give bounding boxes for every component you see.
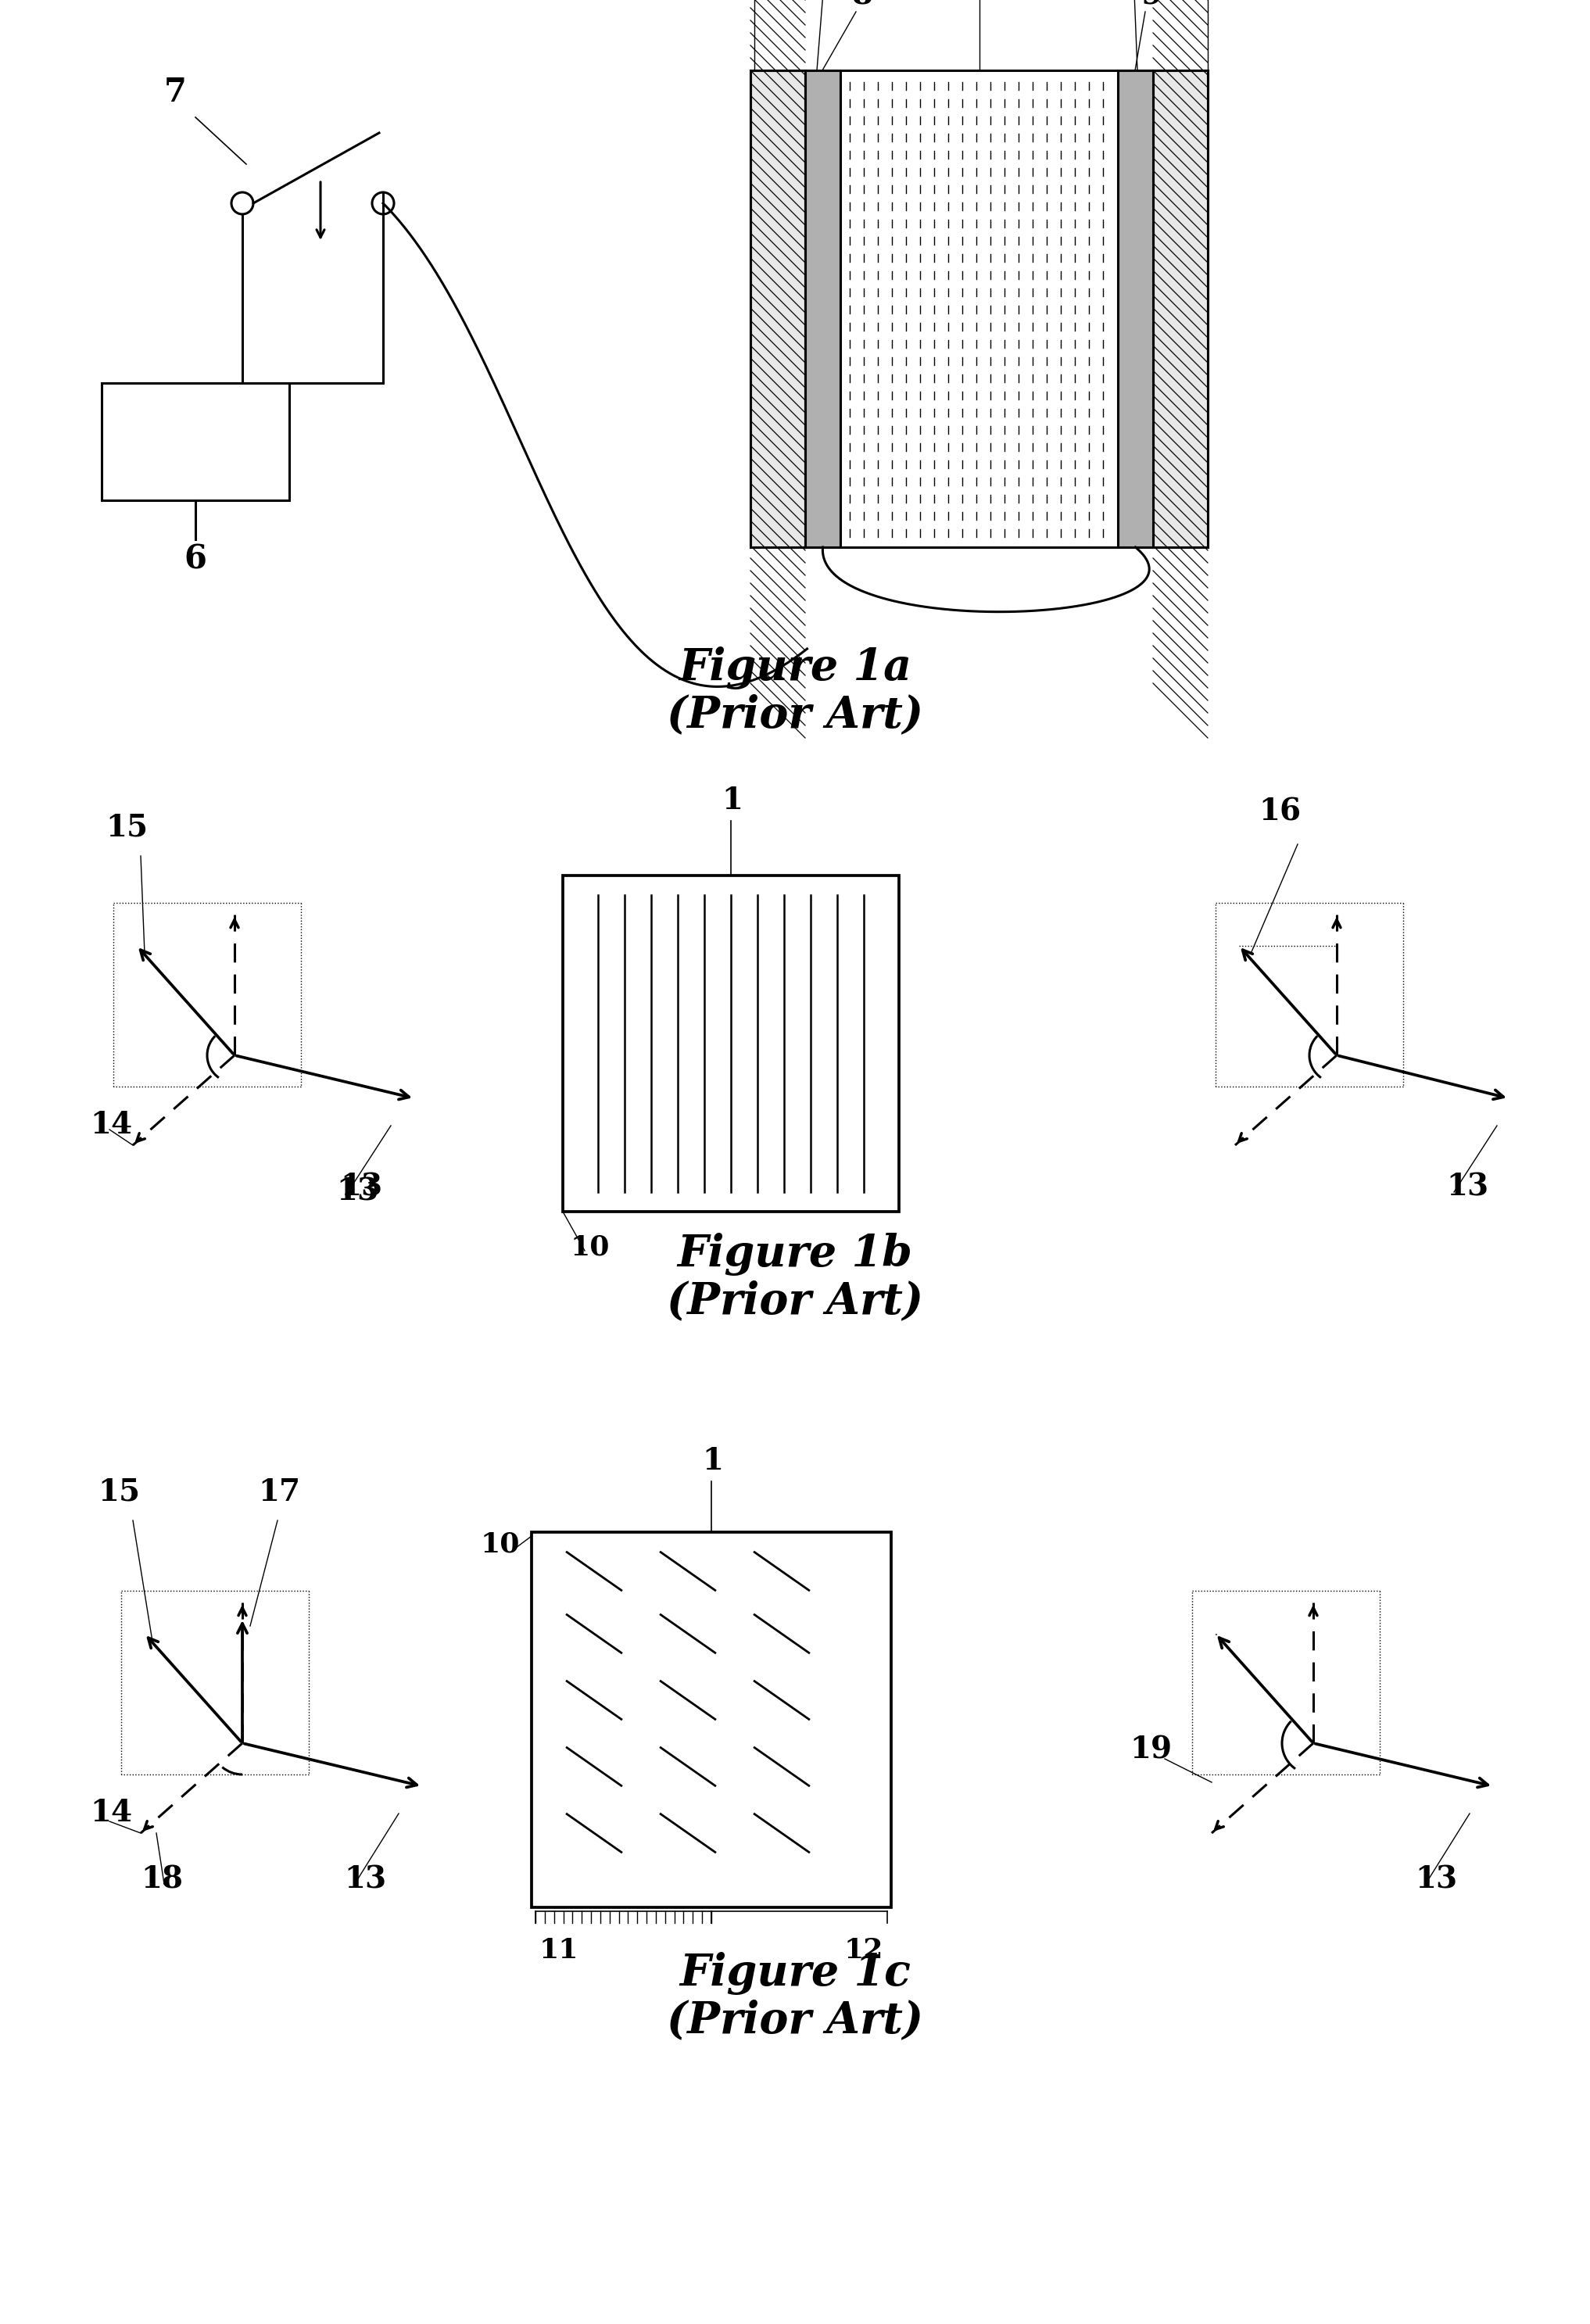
Text: 14: 14 xyxy=(91,1111,132,1139)
Bar xyxy=(102,383,289,500)
Text: 13: 13 xyxy=(1415,1864,1456,1894)
Text: 15: 15 xyxy=(105,813,148,844)
Text: Figure 1c: Figure 1c xyxy=(679,1952,911,1994)
Bar xyxy=(1153,70,1208,546)
Bar xyxy=(1118,70,1153,546)
Text: 16: 16 xyxy=(1259,797,1301,827)
Text: 7: 7 xyxy=(164,77,186,109)
Text: 15: 15 xyxy=(97,1478,140,1508)
Text: 6: 6 xyxy=(184,544,207,576)
Bar xyxy=(1153,70,1208,546)
Bar xyxy=(841,70,1118,546)
Bar xyxy=(750,70,805,546)
Text: 18: 18 xyxy=(140,1864,183,1894)
Text: (Prior Art): (Prior Art) xyxy=(666,1281,924,1322)
Text: 1: 1 xyxy=(701,1446,723,1476)
Bar xyxy=(805,70,841,546)
Text: (Prior Art): (Prior Art) xyxy=(666,1999,924,2043)
Text: 12: 12 xyxy=(844,1938,884,1964)
Text: 10: 10 xyxy=(480,1532,520,1557)
Text: (Prior Art): (Prior Art) xyxy=(666,693,924,737)
Text: 19: 19 xyxy=(1129,1736,1172,1766)
Bar xyxy=(531,1532,890,1908)
Text: 13: 13 xyxy=(1447,1174,1488,1202)
Text: 11: 11 xyxy=(539,1938,579,1964)
Text: 10: 10 xyxy=(571,1234,611,1260)
Text: 8: 8 xyxy=(852,0,873,9)
Text: 13: 13 xyxy=(343,1864,386,1894)
Text: Figure 1b: Figure 1b xyxy=(677,1232,913,1276)
Text: 9: 9 xyxy=(1142,0,1162,9)
Text: 17: 17 xyxy=(258,1478,301,1508)
Text: 13: 13 xyxy=(340,1174,382,1202)
Text: Figure 1a: Figure 1a xyxy=(679,646,911,690)
Bar xyxy=(750,70,805,546)
Text: 1: 1 xyxy=(722,786,743,816)
Bar xyxy=(563,876,898,1211)
Text: 13: 13 xyxy=(335,1176,378,1206)
Text: 2: 2 xyxy=(735,0,755,2)
Text: 14: 14 xyxy=(91,1799,132,1827)
Text: 3: 3 xyxy=(1212,0,1232,2)
